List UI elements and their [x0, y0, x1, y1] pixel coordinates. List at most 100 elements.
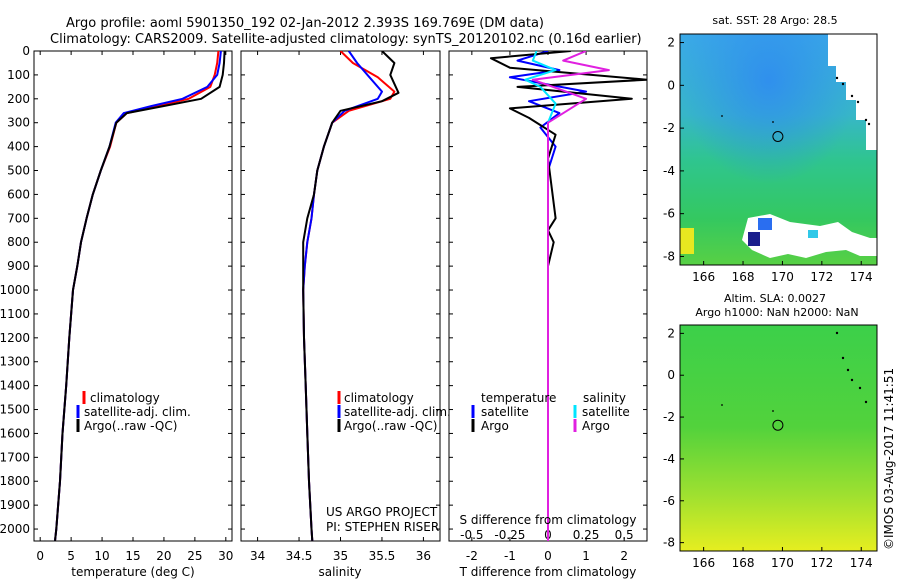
island-mark: [772, 121, 774, 123]
legend-header-temperature: temperature: [481, 391, 556, 405]
t-difference-label: T difference from climatology: [459, 565, 637, 579]
sla-map-title: Altim. SLA: 0.0027: [724, 292, 826, 305]
x-tick-label: 1: [582, 549, 590, 563]
sst-cloud-gap: [828, 34, 877, 150]
x-tick-label: 0: [544, 549, 552, 563]
x-tick-label: 30: [218, 549, 233, 563]
lat-tick-label: -4: [663, 164, 675, 178]
sst-islands: [721, 76, 871, 126]
sst-map-frame: [679, 33, 878, 266]
legend-t-argo: Argo: [481, 419, 509, 433]
x-tick-label: -2: [466, 549, 478, 563]
x-tick-label: 36: [416, 549, 431, 563]
legend-argo: Argo(..raw -QC): [344, 419, 437, 433]
difference-depth-ticks: [449, 50, 647, 530]
salinity-xlabel: salinity: [318, 565, 361, 579]
series-line-satellite-adj-clim: [54, 51, 222, 541]
legend-t-satellite: satellite: [481, 405, 529, 419]
sla-map-frame: [679, 324, 878, 552]
island-mark: [864, 400, 868, 404]
temperature-legend: climatology satellite-adj. clim. Argo(..…: [76, 391, 191, 433]
series-line-argo-raw-qc: [54, 51, 226, 541]
sla-field: [680, 325, 877, 551]
lon-tick-label: 174: [850, 270, 873, 284]
lat-tick-label: -4: [663, 452, 675, 466]
legend-climatology: climatology: [344, 391, 414, 405]
temperature-frame: [33, 50, 233, 542]
x-tick-label: 35.5: [369, 549, 396, 563]
sst-warm-patch: [680, 228, 694, 254]
x-tick-label: 10: [94, 549, 109, 563]
island-mark: [772, 410, 774, 412]
legend-argo: Argo(..raw -QC): [84, 419, 177, 433]
depth-tick-label: 400: [7, 140, 30, 154]
depth-tick-label: 1300: [0, 355, 30, 369]
s-difference-tick-label: 0.5: [615, 528, 634, 542]
sst-map: sat. SST: 28 Argo: 28.5 166 168 170 172 174 2…: [663, 14, 878, 284]
island-mark: [846, 368, 850, 372]
sst-map-title: sat. SST: 28 Argo: 28.5: [712, 14, 837, 27]
depth-tick-label: 200: [7, 92, 30, 106]
x-tick-label: 25: [187, 549, 202, 563]
island-mark: [721, 404, 723, 406]
x-tick-label: 20: [156, 549, 171, 563]
depth-tick-label: 2000: [0, 522, 30, 536]
lat-tick-label: -2: [663, 410, 675, 424]
island-mark: [867, 122, 871, 126]
salinity-panel: 34 34.5 35 35.5 36 climatology satellite-adj…: [240, 50, 451, 579]
depth-tick-label: 500: [7, 164, 30, 178]
lat-tick-label: 2: [667, 326, 675, 340]
island-mark: [856, 100, 860, 104]
x-tick-label: 2: [620, 549, 628, 563]
x-tick-label: 0: [36, 549, 44, 563]
x-tick-label: 34.5: [286, 549, 313, 563]
sla-map-ticks: 166 168 170 172 174 2 0 -2 -4 -6 -8: [663, 326, 873, 570]
lon-tick-label: 172: [810, 556, 833, 570]
temperature-series: [54, 51, 226, 541]
pi-annotation: PI: STEPHEN RISER: [326, 520, 439, 534]
lat-tick-label: -8: [663, 536, 675, 550]
sla-map-subtitle: Argo h1000: NaN h2000: NaN: [695, 306, 858, 319]
temperature-panel: 0100200300400500600700800900100011001200…: [0, 44, 233, 579]
depth-tick-label: 1700: [0, 450, 30, 464]
argo-position-marker: [772, 131, 784, 142]
depth-tick-label: 1400: [0, 379, 30, 393]
temperature-xlabel: temperature (deg C): [71, 565, 194, 579]
island-mark: [864, 118, 868, 122]
s-difference-tick-label: 0.25: [573, 528, 600, 542]
legend-header-salinity: salinity: [583, 391, 626, 405]
depth-tick-label: 1900: [0, 498, 30, 512]
header-line1: Argo profile: aoml 5901350_192 02-Jan-20…: [66, 16, 544, 31]
legend-s-satellite: satellite: [582, 405, 630, 419]
lat-tick-label: -6: [663, 207, 675, 221]
x-tick-label: 5: [67, 549, 75, 563]
difference-x-ticks: -2 -1 0 1 2: [466, 51, 628, 563]
depth-tick-label: 800: [7, 235, 30, 249]
sla-islands: [721, 331, 868, 412]
depth-tick-label: 300: [7, 116, 30, 130]
project-annotation: US ARGO PROJECT: [326, 505, 438, 519]
series-line-climatology: [54, 51, 220, 541]
depth-axis: 0 100 200 300 400 500 600 700 800 900 1000 1100 1200…: [0, 44, 232, 536]
lon-tick-label: 170: [771, 270, 794, 284]
series-line-s-argo: [531, 51, 610, 541]
island-mark: [850, 378, 854, 382]
depth-tick-label: 100: [7, 68, 30, 82]
depth-tick-label: 1000: [0, 283, 30, 297]
depth-tick-label: 0: [22, 44, 30, 58]
depth-tick-label: 1100: [0, 307, 30, 321]
series-line-satellite-adj-clim: [302, 51, 383, 541]
x-tick-label: -1: [504, 549, 516, 563]
salinity-frame: [240, 50, 441, 542]
sla-map: Altim. SLA: 0.0027 Argo h1000: NaN h2000…: [663, 292, 878, 570]
lat-tick-label: 0: [667, 368, 675, 382]
depth-tick-label: 1600: [0, 426, 30, 440]
salinity-x-ticks: 34 34.5 35 35.5 36: [250, 51, 431, 563]
series-line-climatology: [302, 51, 396, 541]
temperature-x-ticks: 0 5 10 15 20 25 30: [36, 51, 233, 563]
depth-tick-label: 700: [7, 211, 30, 225]
lon-tick-label: 174: [850, 556, 873, 570]
lat-tick-label: -2: [663, 121, 675, 135]
lon-tick-label: 172: [810, 270, 833, 284]
